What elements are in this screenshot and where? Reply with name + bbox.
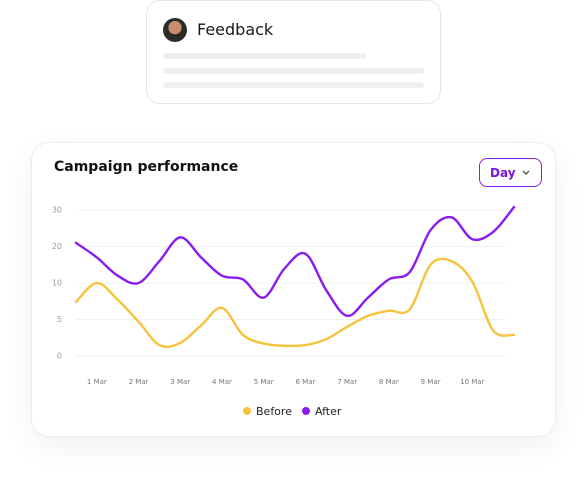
legend-swatch — [302, 407, 310, 415]
x-tick-label: 4 Mar — [212, 378, 232, 386]
series-line — [74, 205, 516, 318]
chart-card: Campaign performance Day — [31, 142, 556, 437]
period-dropdown[interactable]: Day — [479, 158, 542, 187]
x-tick-label: 10 Mar — [460, 378, 484, 386]
x-tick-label: 2 Mar — [129, 378, 149, 386]
x-tick-label: 6 Mar — [295, 378, 315, 386]
placeholder-line — [163, 68, 424, 74]
dropdown-label: Day — [490, 166, 516, 180]
y-tick-label: 0 — [57, 352, 62, 361]
x-tick-label: 7 Mar — [337, 378, 357, 386]
y-tick-label: 20 — [52, 242, 62, 251]
x-tick-label: 8 Mar — [379, 378, 399, 386]
legend-label: Before — [256, 405, 292, 418]
legend-swatch — [243, 407, 251, 415]
chart-title: Campaign performance — [54, 159, 239, 175]
placeholder-line — [163, 53, 366, 59]
legend-item: Before — [243, 405, 292, 418]
chevron-icon — [522, 170, 530, 175]
y-tick-label: 5 — [57, 315, 62, 324]
y-tick-label: 30 — [52, 206, 62, 215]
series-line — [74, 257, 516, 348]
feedback-title: Feedback — [197, 20, 274, 39]
x-tick-label: 5 Mar — [254, 378, 274, 386]
y-tick-label: 10 — [52, 279, 62, 288]
legend-label: After — [315, 405, 342, 418]
feedback-card: Feedback — [146, 0, 441, 104]
avatar — [163, 18, 187, 42]
legend-item: After — [302, 405, 342, 418]
x-tick-label: 1 Mar — [87, 378, 107, 386]
x-tick-label: 3 Mar — [170, 378, 190, 386]
placeholder-line — [163, 82, 424, 88]
x-tick-label: 9 Mar — [421, 378, 441, 386]
